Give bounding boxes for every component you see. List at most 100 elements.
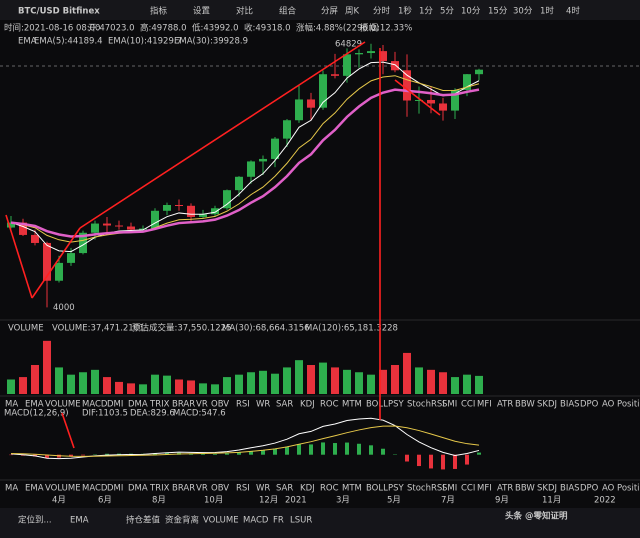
toolbar-button[interactable]: 组合 xyxy=(279,6,297,17)
period-button[interactable]: 10分 xyxy=(461,7,481,17)
period-button[interactable]: 15分 xyxy=(488,7,508,17)
indicator-tab[interactable]: ATR xyxy=(497,484,513,494)
indicator-tab[interactable]: BBW xyxy=(515,484,535,494)
indicator-tab[interactable]: VOLUME xyxy=(45,400,81,410)
indicator-tab[interactable]: MA xyxy=(5,400,18,410)
indicator-tab[interactable]: DMI xyxy=(107,484,123,494)
indicator-tab[interactable]: MFI xyxy=(477,400,492,410)
indicator-tab[interactable]: DPO xyxy=(580,400,599,410)
info-item: 低:43992.0 xyxy=(192,23,239,34)
indicator-tab[interactable]: VR xyxy=(196,484,208,494)
indicator-tab[interactable]: Position xyxy=(617,484,640,494)
annotation-arrow xyxy=(61,412,75,449)
time-label: 5月 xyxy=(387,496,401,506)
macd-bar xyxy=(105,453,109,455)
period-button[interactable]: 1秒 xyxy=(398,6,412,17)
indicator-tab[interactable]: AO xyxy=(602,400,615,410)
indicator-tab[interactable]: SAR xyxy=(276,400,293,410)
indicator-tab[interactable]: VOLUME xyxy=(45,484,81,494)
indicator-tab[interactable]: VR xyxy=(196,400,208,410)
toolbar-button[interactable]: 指标 xyxy=(150,6,168,17)
indicator-tab[interactable]: BRAR xyxy=(172,400,195,410)
indicator-tab[interactable]: SMI xyxy=(442,484,457,494)
indicator-tab[interactable]: KDJ xyxy=(300,400,315,410)
indicator-tab[interactable]: BOLL xyxy=(366,484,388,494)
ema-line xyxy=(10,88,480,238)
macd-bar xyxy=(405,454,409,462)
indicator-tab[interactable]: KDJ xyxy=(300,484,315,494)
indicator-tab[interactable]: CCI xyxy=(461,400,475,410)
indicator-tab[interactable]: ROC xyxy=(320,400,339,410)
indicator-tab[interactable]: DPO xyxy=(580,484,599,494)
macd-bar xyxy=(369,445,373,455)
time-label: 8月 xyxy=(152,496,166,506)
sub-indicator[interactable]: LSUR xyxy=(290,516,312,526)
volume-bar xyxy=(391,365,399,394)
macd-bar xyxy=(273,448,277,455)
indicator-tab[interactable]: TRIX xyxy=(149,400,170,410)
indicator-tab[interactable]: RSI xyxy=(236,484,250,494)
indicator-tab[interactable]: PSY xyxy=(388,400,405,410)
locate-button[interactable]: 定位到... xyxy=(18,515,52,526)
period-button[interactable]: 分时 xyxy=(373,6,391,17)
indicator-tab[interactable]: MACD xyxy=(82,400,108,410)
indicator-tab[interactable]: SMI xyxy=(442,400,457,410)
toolbar-button[interactable]: 设置 xyxy=(193,6,211,17)
indicator-tab[interactable]: PSY xyxy=(388,484,405,494)
indicator-tab[interactable]: DMA xyxy=(128,400,148,410)
indicator-tab[interactable]: WR xyxy=(256,400,270,410)
indicator-tab[interactable]: DMI xyxy=(107,400,123,410)
indicator-tab[interactable]: SKDJ xyxy=(537,484,557,494)
indicator-tab[interactable]: RSI xyxy=(236,400,250,410)
indicator-tab[interactable]: MA xyxy=(5,484,18,494)
toolbar-bg xyxy=(0,0,640,20)
sub-indicator[interactable]: 资金背离 xyxy=(165,515,199,526)
pane-legend: DEA:829.6 xyxy=(130,409,175,419)
volume-bar xyxy=(187,380,195,394)
indicator-tab[interactable]: MFI xyxy=(477,484,492,494)
indicator-tab[interactable]: TRIX xyxy=(149,484,170,494)
indicator-tab[interactable]: BIAS xyxy=(560,484,580,494)
indicator-tab[interactable]: BBW xyxy=(515,400,535,410)
indicator-tab[interactable]: AO xyxy=(602,484,615,494)
sub-indicator[interactable]: MACD xyxy=(243,516,269,526)
period-button[interactable]: 5分 xyxy=(440,7,454,17)
indicator-tab[interactable]: MACD xyxy=(82,484,108,494)
indicator-tab[interactable]: OBV xyxy=(211,400,229,410)
sub-indicator[interactable]: FR xyxy=(273,516,284,526)
indicator-tab[interactable]: StochRSI xyxy=(407,484,445,494)
indicator-tab[interactable]: MTM xyxy=(342,484,362,494)
indicator-tab[interactable]: MTM xyxy=(342,400,362,410)
indicator-tab[interactable]: ROC xyxy=(320,484,339,494)
sub-indicator[interactable]: VOLUME xyxy=(203,516,239,526)
indicator-tab[interactable]: StochRSI xyxy=(407,400,445,410)
indicator-tab[interactable]: EMA xyxy=(25,484,44,494)
sub-indicator[interactable]: 持仓差值 xyxy=(126,515,161,526)
period-button[interactable]: 1时 xyxy=(540,6,554,17)
indicator-tab[interactable]: BIAS xyxy=(560,400,580,410)
period-button[interactable]: 4时 xyxy=(566,6,580,17)
main-indicator[interactable]: EMA xyxy=(70,516,89,526)
indicator-tab[interactable]: ATR xyxy=(497,400,513,410)
period-button[interactable]: 1分 xyxy=(419,7,433,17)
volume-bar xyxy=(403,352,411,394)
indicator-tab[interactable]: SKDJ xyxy=(537,400,557,410)
indicator-tab[interactable]: CCI xyxy=(461,484,475,494)
volume-bar xyxy=(55,367,63,394)
indicator-tab[interactable]: BOLL xyxy=(366,400,388,410)
toolbar-button[interactable]: 对比 xyxy=(236,6,253,17)
candle-body xyxy=(247,161,255,177)
indicator-tab[interactable]: WR xyxy=(256,484,270,494)
period-button[interactable]: 周K xyxy=(345,7,360,17)
candle-body xyxy=(355,53,363,55)
volume-bar xyxy=(79,372,87,394)
indicator-tab[interactable]: DMA xyxy=(128,484,148,494)
ema-line xyxy=(10,61,480,253)
indicator-tab[interactable]: EMA xyxy=(25,400,44,410)
toolbar-button[interactable]: 分屏 xyxy=(321,7,339,17)
indicator-tab[interactable]: OBV xyxy=(211,484,229,494)
indicator-tab[interactable]: Position xyxy=(617,400,640,410)
indicator-tab[interactable]: SAR xyxy=(276,484,293,494)
indicator-tab[interactable]: BRAR xyxy=(172,484,195,494)
period-button[interactable]: 30分 xyxy=(513,7,533,17)
